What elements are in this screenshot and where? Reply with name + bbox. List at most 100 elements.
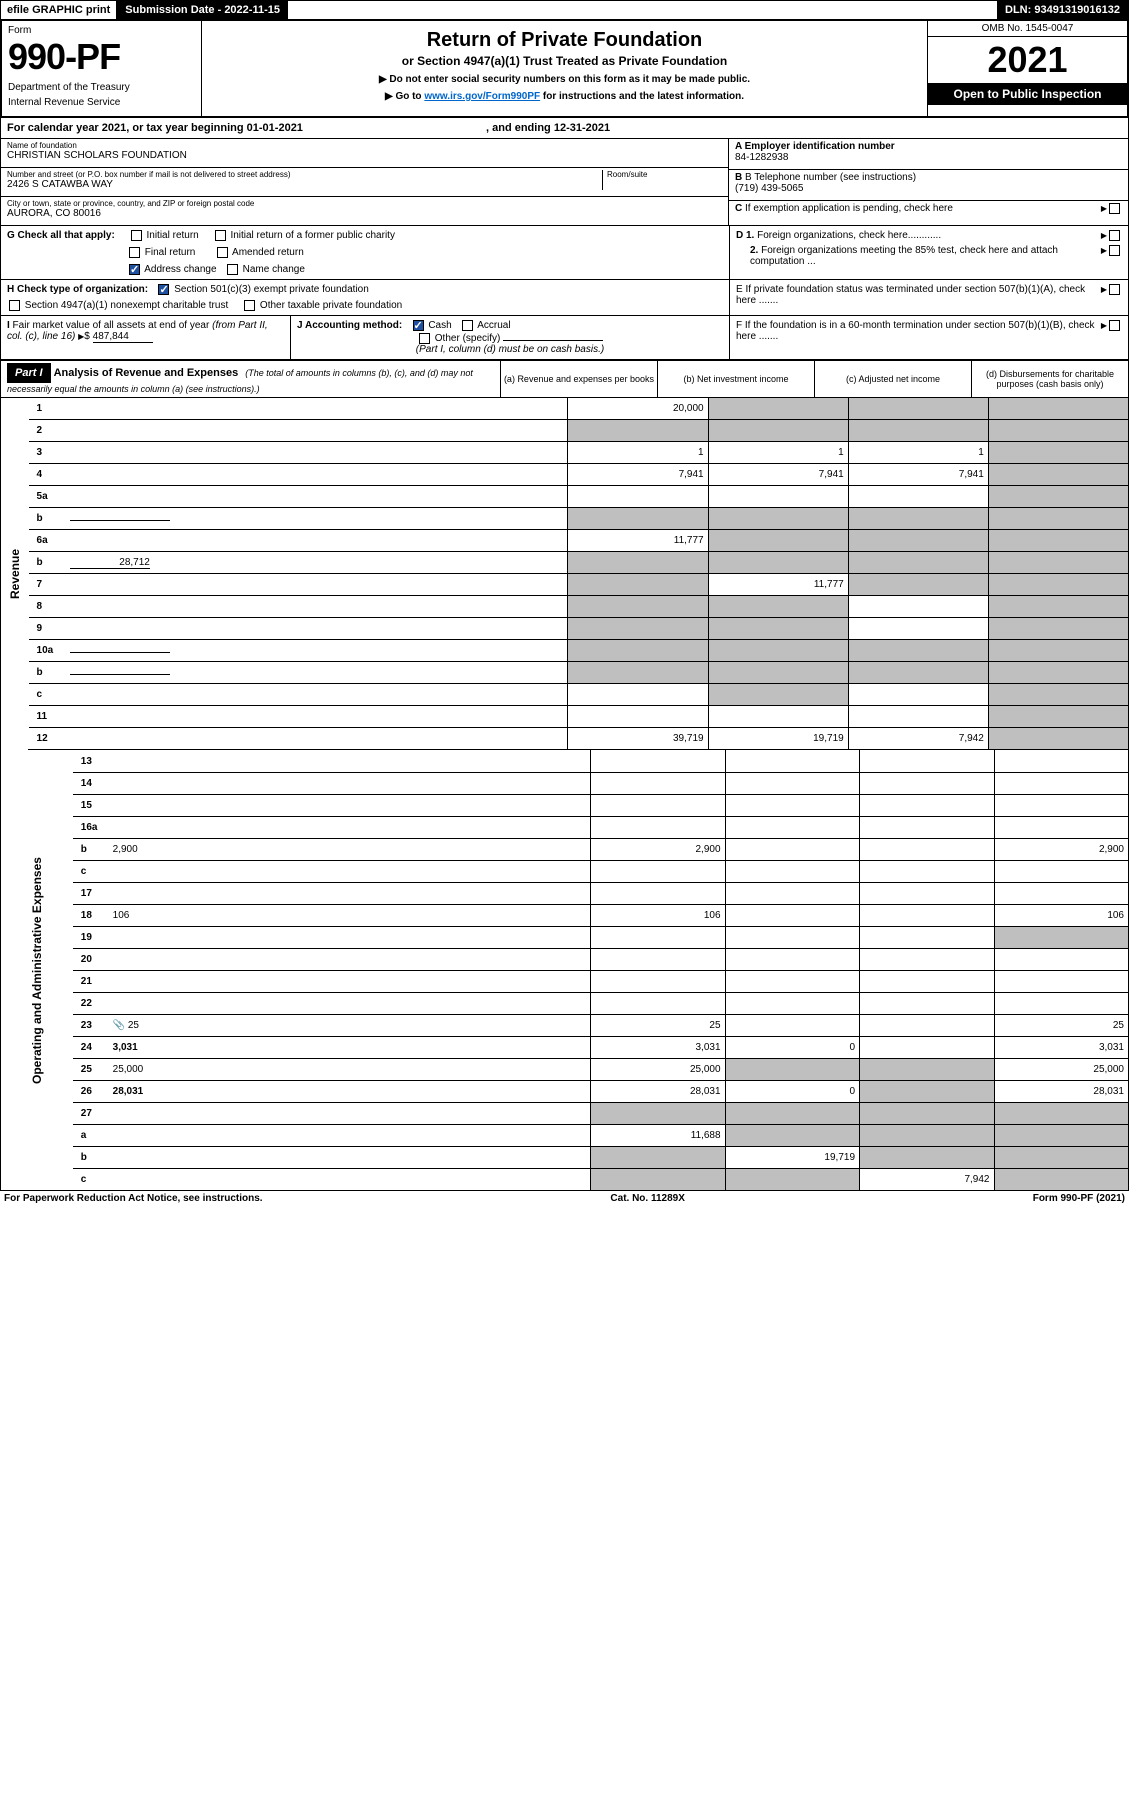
cell-a	[591, 1146, 725, 1168]
paperwork-notice: For Paperwork Reduction Act Notice, see …	[4, 1193, 263, 1204]
line-number: 20	[73, 948, 109, 970]
cell-b	[708, 552, 848, 574]
cell-b	[725, 1058, 859, 1080]
col-a-header: (a) Revenue and expenses per books	[501, 361, 658, 397]
cell-c	[860, 1014, 994, 1036]
cell-a	[591, 882, 725, 904]
cell-c	[848, 398, 988, 420]
phone-value: (719) 439-5065	[735, 183, 1122, 194]
cell-a: 11,777	[568, 530, 708, 552]
cell-c	[860, 948, 994, 970]
4947-checkbox[interactable]	[9, 300, 20, 311]
cell-a	[591, 816, 725, 838]
cell-c	[860, 1036, 994, 1058]
cell-b: 0	[725, 1080, 859, 1102]
60month-checkbox[interactable]	[1109, 320, 1120, 331]
line-number: 24	[73, 1036, 109, 1058]
irs-link[interactable]: www.irs.gov/Form990PF	[424, 91, 540, 102]
cat-no: Cat. No. 11289X	[610, 1193, 684, 1204]
efile-print-label[interactable]: efile GRAPHIC print	[1, 1, 117, 19]
cell-d	[988, 398, 1128, 420]
other-method-checkbox[interactable]	[419, 333, 430, 344]
cell-b	[725, 794, 859, 816]
other-taxable-checkbox[interactable]	[244, 300, 255, 311]
exemption-checkbox[interactable]	[1109, 203, 1120, 214]
address-change-checkbox[interactable]	[129, 264, 140, 275]
final-return-checkbox[interactable]	[129, 247, 140, 258]
line-description	[109, 1102, 591, 1124]
line-description	[109, 750, 591, 772]
initial-return-checkbox[interactable]	[131, 230, 142, 241]
line-description	[66, 574, 568, 596]
line-number: 26	[73, 1080, 109, 1102]
cell-d	[988, 728, 1128, 750]
cell-b	[708, 596, 848, 618]
cell-d	[988, 486, 1128, 508]
line-number: 15	[73, 794, 109, 816]
part1-label: Part I	[7, 363, 51, 383]
cell-b	[725, 904, 859, 926]
cell-b	[708, 618, 848, 640]
foreign-85-checkbox[interactable]	[1109, 245, 1120, 256]
cell-d	[994, 1168, 1129, 1190]
open-inspection: Open to Public Inspection	[928, 83, 1127, 105]
line-description	[66, 640, 568, 662]
foreign-org-checkbox[interactable]	[1109, 230, 1120, 241]
cell-d	[988, 442, 1128, 464]
f-label: F If the foundation is in a 60-month ter…	[736, 320, 1101, 342]
cell-d	[994, 750, 1129, 772]
501c3-checkbox[interactable]	[158, 284, 169, 295]
accrual-checkbox[interactable]	[462, 320, 473, 331]
cell-c	[848, 596, 988, 618]
cell-b	[725, 992, 859, 1014]
cell-d	[994, 816, 1129, 838]
cash-checkbox[interactable]	[413, 320, 424, 331]
line-number: c	[73, 1168, 109, 1190]
part1-header: Part I Analysis of Revenue and Expenses …	[0, 360, 1129, 398]
cell-c	[848, 662, 988, 684]
line-number: 10a	[29, 640, 66, 662]
year-end: 12-31-2021	[554, 122, 610, 134]
line-description	[109, 992, 591, 1014]
cell-c	[860, 926, 994, 948]
form-word: Form	[8, 25, 195, 36]
cell-a: 106	[591, 904, 725, 926]
line-description	[109, 948, 591, 970]
cell-b	[725, 860, 859, 882]
cell-d	[994, 794, 1129, 816]
cell-a	[591, 772, 725, 794]
line-description	[66, 618, 568, 640]
line-number: 27	[73, 1102, 109, 1124]
city-value: AURORA, CO 80016	[7, 208, 722, 219]
name-change-checkbox[interactable]	[227, 264, 238, 275]
attachment-icon[interactable]: 📎	[113, 1020, 125, 1031]
status-terminated-checkbox[interactable]	[1109, 284, 1120, 295]
cell-d	[988, 596, 1128, 618]
amended-return-checkbox[interactable]	[217, 247, 228, 258]
cell-d	[988, 464, 1128, 486]
cell-a: 11,688	[591, 1124, 725, 1146]
line-number: 6a	[29, 530, 66, 552]
line-description	[109, 816, 591, 838]
cell-b	[708, 486, 848, 508]
h-label: H Check type of organization:	[7, 285, 148, 296]
j-label: J Accounting method:	[297, 320, 402, 331]
cell-b: 19,719	[708, 728, 848, 750]
section-side-label: Revenue	[1, 398, 29, 750]
cell-c	[860, 750, 994, 772]
cell-b	[708, 420, 848, 442]
line-description	[109, 1146, 591, 1168]
cell-c	[848, 574, 988, 596]
cell-b	[725, 882, 859, 904]
line-description	[109, 794, 591, 816]
page-footer: For Paperwork Reduction Act Notice, see …	[0, 1191, 1129, 1206]
line-number: 22	[73, 992, 109, 1014]
line-description	[109, 1124, 591, 1146]
initial-former-checkbox[interactable]	[215, 230, 226, 241]
line-number: 18	[73, 904, 109, 926]
line-number: 21	[73, 970, 109, 992]
cell-c	[860, 992, 994, 1014]
cell-c	[860, 882, 994, 904]
cell-c: 7,942	[860, 1168, 994, 1190]
cell-b: 11,777	[708, 574, 848, 596]
